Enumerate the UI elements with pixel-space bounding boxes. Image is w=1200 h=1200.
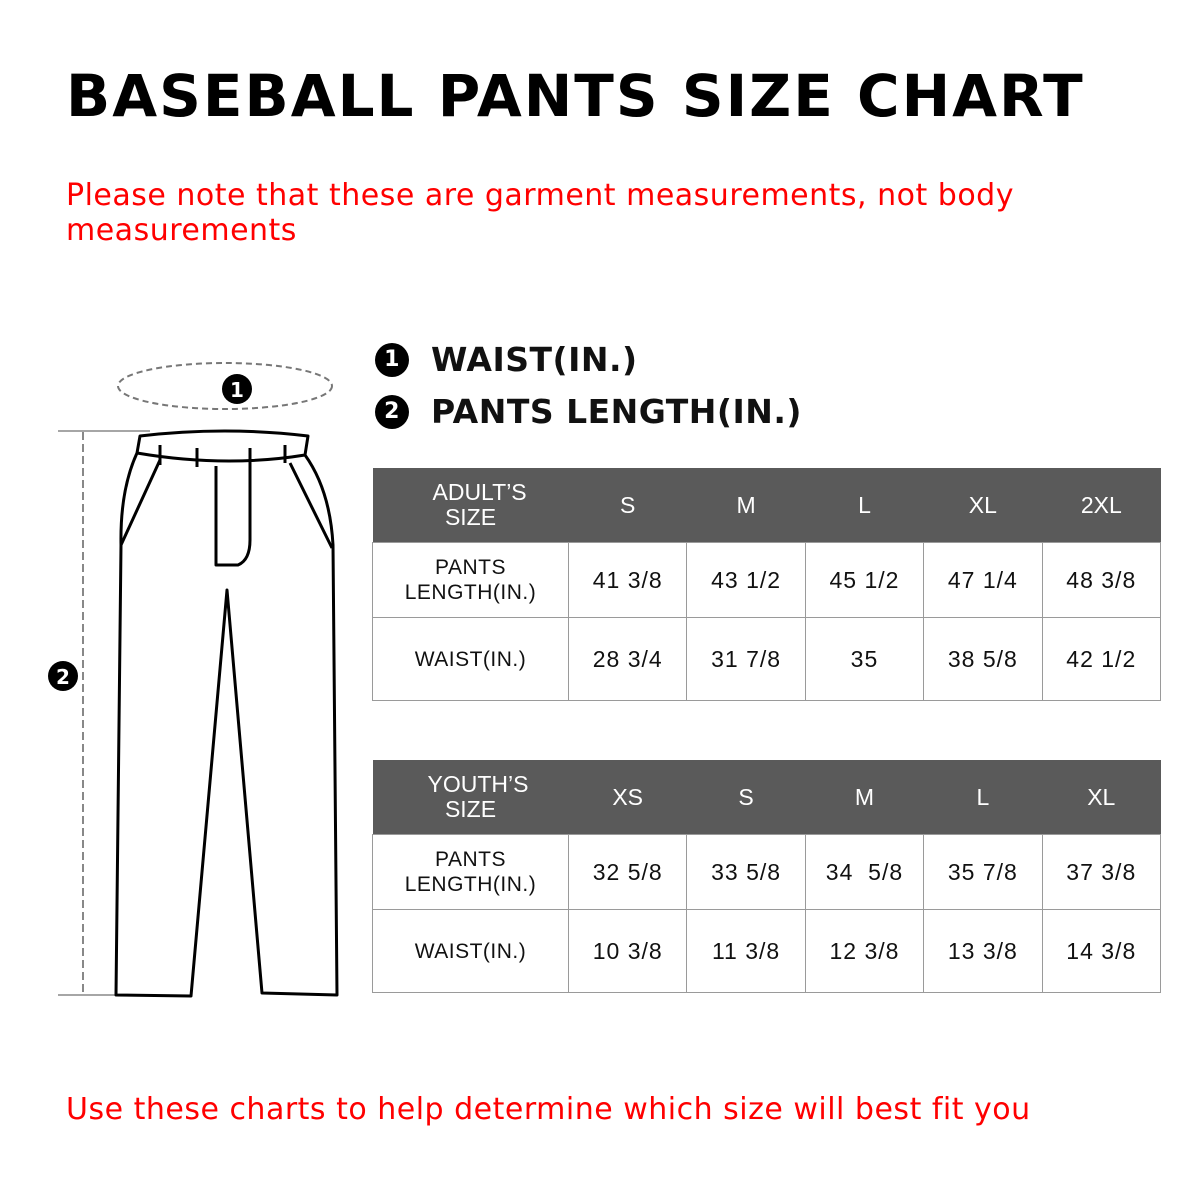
- value-cell: 11 3/8: [686, 909, 806, 993]
- legend-waist: 1 WAIST(IN.): [375, 340, 638, 379]
- value-cell: 14 3/8: [1041, 909, 1162, 993]
- value-cell: 34 5/8: [804, 834, 925, 910]
- value-cell: 12 3/8: [804, 909, 925, 993]
- page-title: BASEBALL PANTS SIZE CHART: [66, 62, 1085, 130]
- value-cell: 48 3/8: [1041, 542, 1162, 618]
- value-cell: 47 1/4: [923, 542, 1043, 618]
- value-cell: 43 1/2: [686, 542, 806, 618]
- size-cell: M: [805, 760, 924, 835]
- value-cell: 42 1/2: [1041, 617, 1162, 701]
- waist-marker: 1: [230, 378, 244, 402]
- value-cell: 45 1/2: [804, 542, 925, 618]
- size-cell: L: [923, 760, 1043, 835]
- value-cell: 31 7/8: [686, 617, 806, 701]
- legend-length: 2 PANTS LENGTH(IN.): [375, 392, 802, 431]
- size-cell: S: [568, 468, 687, 543]
- value-cell: 28 3/4: [567, 617, 688, 701]
- value-cell: 10 3/8: [567, 909, 688, 993]
- header-cell: ADULT’S SIZE: [372, 468, 569, 543]
- value-cell: 35 7/8: [923, 834, 1043, 910]
- row-label: WAIST(IN.): [372, 909, 569, 993]
- value-cell: 32 5/8: [567, 834, 688, 910]
- value-cell: 35: [804, 617, 925, 701]
- length-marker: 2: [56, 665, 70, 689]
- size-cell: XL: [923, 468, 1043, 543]
- table-row: PANTS LENGTH(IN.) 32 5/8 33 5/8 34 5/8 3…: [372, 834, 1162, 910]
- value-cell: 13 3/8: [923, 909, 1043, 993]
- table-row: WAIST(IN.) 28 3/4 31 7/8 35 38 5/8 42 1/…: [372, 617, 1162, 701]
- row-label: PANTS LENGTH(IN.): [372, 542, 569, 618]
- value-cell: 33 5/8: [686, 834, 806, 910]
- pants-illustration: 1 2: [48, 362, 339, 998]
- garment-note: Please note that these are garment measu…: [66, 178, 1014, 248]
- footer-note: Use these charts to help determine which…: [66, 1092, 1031, 1127]
- value-cell: 41 3/8: [567, 542, 688, 618]
- size-cell: 2XL: [1042, 468, 1161, 543]
- header-row: ADULT’S SIZE S M L XL 2XL: [372, 468, 1161, 543]
- size-cell: XS: [568, 760, 687, 835]
- header-row: YOUTH’S SIZE XS S M L XL: [372, 760, 1161, 835]
- value-cell: 37 3/8: [1041, 834, 1162, 910]
- table-row: PANTS LENGTH(IN.) 41 3/8 43 1/2 45 1/2 4…: [372, 542, 1162, 618]
- number-1-icon: 1: [375, 342, 409, 377]
- row-label: PANTS LENGTH(IN.): [372, 834, 569, 910]
- size-cell: XL: [1042, 760, 1161, 835]
- waist-measure-ellipse: [117, 362, 333, 410]
- header-cell: YOUTH’S SIZE: [372, 760, 569, 835]
- size-cell: M: [686, 468, 806, 543]
- number-2-icon: 2: [375, 394, 409, 429]
- legend-label: WAIST(IN.): [431, 340, 638, 379]
- size-cell: L: [805, 468, 924, 543]
- size-cell: S: [686, 760, 806, 835]
- adult-size-table: ADULT’S SIZE S M L XL 2XL PANTS LENGTH(I…: [372, 468, 1162, 701]
- legend-label: PANTS LENGTH(IN.): [431, 392, 803, 431]
- row-label: WAIST(IN.): [372, 617, 569, 701]
- value-cell: 38 5/8: [923, 617, 1043, 701]
- youth-size-table: YOUTH’S SIZE XS S M L XL PANTS LENGTH(IN…: [372, 760, 1162, 993]
- table-row: WAIST(IN.) 10 3/8 11 3/8 12 3/8 13 3/8 1…: [372, 909, 1162, 993]
